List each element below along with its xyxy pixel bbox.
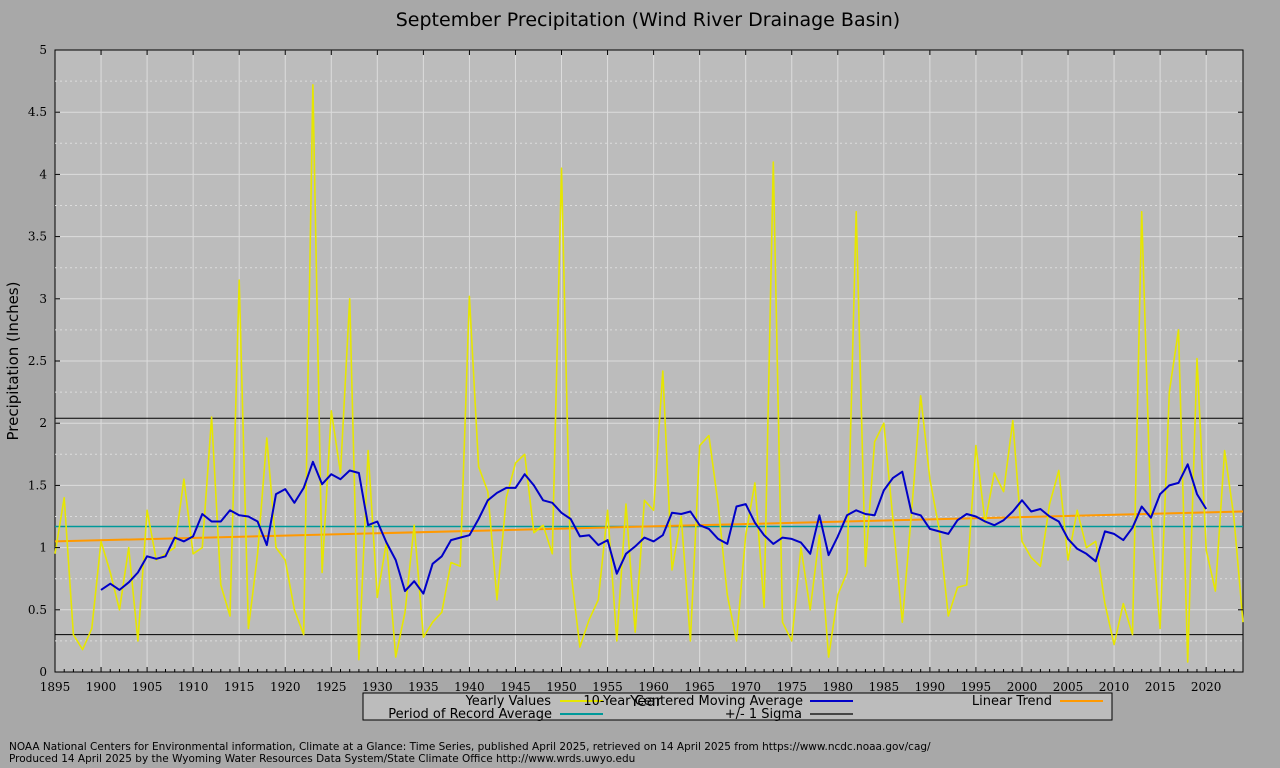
legend-label-moving-average: 10-Year Centered Moving Average xyxy=(583,694,803,709)
x-tick-label: 2000 xyxy=(1007,680,1038,694)
yearly-values-line xyxy=(54,84,1244,663)
x-tick-label: 1925 xyxy=(316,680,347,694)
x-tick-label: 1970 xyxy=(730,680,761,694)
y-tick-label: 4.5 xyxy=(28,105,47,119)
y-tick-label: 3.5 xyxy=(28,230,47,244)
x-tick-label: 1940 xyxy=(454,680,485,694)
x-tick-label: 1910 xyxy=(178,680,209,694)
x-axis-label: Year xyxy=(629,692,663,710)
x-tick-label: 2005 xyxy=(1053,680,1084,694)
legend-box xyxy=(362,692,1113,721)
y-tick-label: 2.5 xyxy=(28,354,47,368)
grid xyxy=(55,50,1243,672)
x-tick-label: 1900 xyxy=(86,680,117,694)
legend-label-yearly: Yearly Values xyxy=(465,694,552,709)
x-tick-label: 1980 xyxy=(823,680,854,694)
x-tick-label: 1945 xyxy=(500,680,531,694)
x-tick-label: 1960 xyxy=(638,680,669,694)
x-tick-label: 1935 xyxy=(408,680,439,694)
reference-lines xyxy=(54,417,1244,636)
chart-title: September Precipitation (Wind River Drai… xyxy=(396,9,900,31)
x-tick-label: 2010 xyxy=(1099,680,1130,694)
x-tick-label: 1975 xyxy=(776,680,807,694)
x-tick-label: 1985 xyxy=(869,680,900,694)
x-tick-label: 1955 xyxy=(592,680,623,694)
axis-ticks: 0 0.5 1 1.5 2 2.5 3 3.5 4 4.5 5 1895 1900 1905 1910 191… xyxy=(28,43,1243,694)
legend-label-trend: Linear Trend xyxy=(972,694,1052,709)
legend-label-sigma: +/- 1 Sigma xyxy=(725,707,802,722)
x-tick-label: 1930 xyxy=(362,680,393,694)
footer-source: NOAA National Centers for Environmental … xyxy=(9,741,931,753)
x-tick-label: 1915 xyxy=(224,680,255,694)
x-tick-label: 2020 xyxy=(1191,680,1222,694)
y-tick-label: 0 xyxy=(39,665,47,679)
y-tick-label: 3 xyxy=(39,292,47,306)
moving-average-line xyxy=(100,460,1208,595)
x-tick-label: 1950 xyxy=(546,680,577,694)
y-tick-label: 0.5 xyxy=(28,603,47,617)
x-tick-label: 1920 xyxy=(270,680,301,694)
legend: Yearly Values Year 10-Year Centered Movi… xyxy=(362,692,1113,722)
x-tick-label: 1905 xyxy=(132,680,163,694)
y-tick-label: 5 xyxy=(39,43,47,57)
linear-trend-line xyxy=(54,510,1244,543)
y-tick-label: 4 xyxy=(39,167,47,181)
y-tick-label: 1.5 xyxy=(28,478,47,492)
x-tick-label: 1895 xyxy=(40,680,71,694)
y-tick-label: 1 xyxy=(39,541,47,555)
y-tick-label: 2 xyxy=(39,416,47,430)
x-tick-label: 1990 xyxy=(915,680,946,694)
series-lines xyxy=(54,84,1244,663)
x-tick-label: 2015 xyxy=(1145,680,1176,694)
x-tick-label: 1965 xyxy=(684,680,715,694)
x-tick-label: 1995 xyxy=(961,680,992,694)
y-axis-label: Precipitation (Inches) xyxy=(4,282,22,441)
footer-produced: Produced 14 April 2025 by the Wyoming Wa… xyxy=(9,753,636,765)
legend-label-average: Period of Record Average xyxy=(388,707,552,722)
